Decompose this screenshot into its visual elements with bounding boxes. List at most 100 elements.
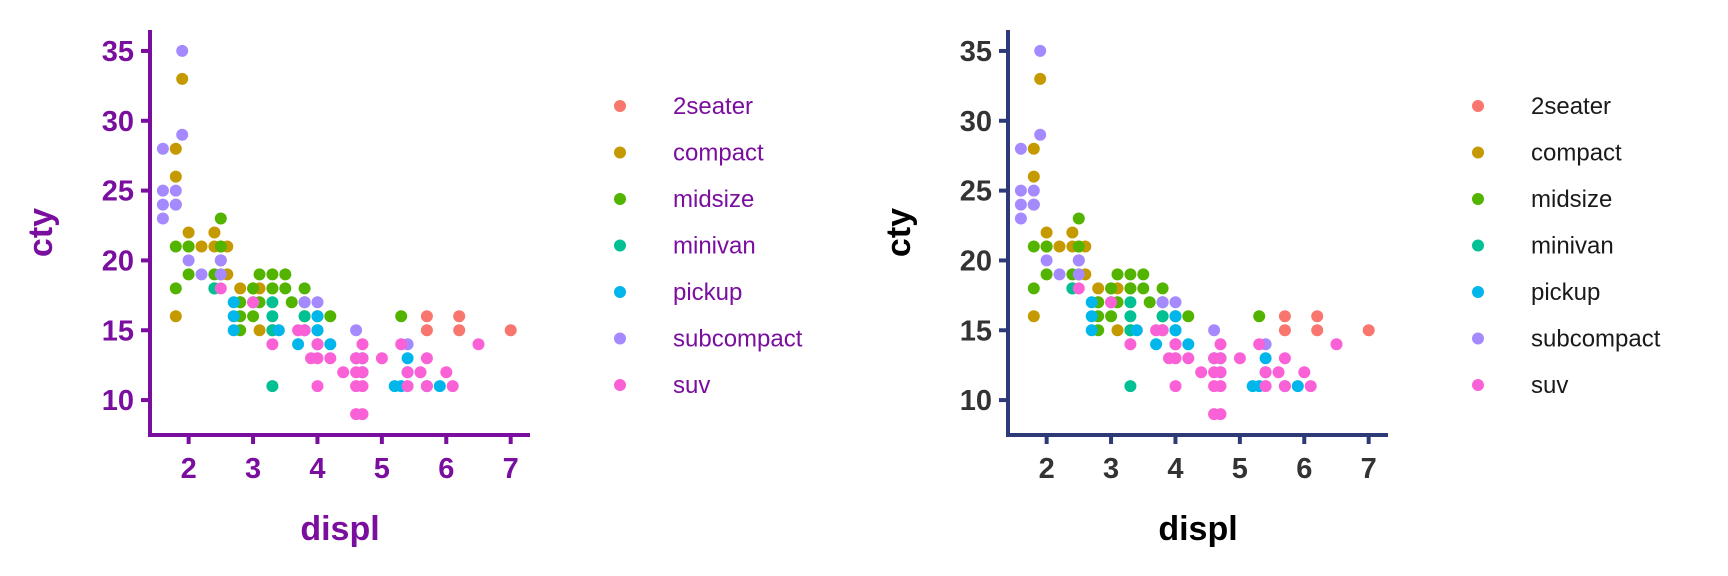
data-point-midsize (279, 268, 292, 281)
y-tick-label: 30 (102, 106, 134, 138)
legend-key-pickup (614, 286, 626, 298)
data-point-2seater (1311, 310, 1324, 323)
data-point-midsize (169, 240, 182, 253)
legend-label-minivan: minivan (1531, 233, 1614, 260)
legend-label-midsize: midsize (1531, 186, 1612, 213)
y-tick-label: 10 (102, 385, 134, 417)
data-point-suv (1272, 366, 1285, 379)
legend-key-midsize (1472, 193, 1484, 205)
x-tick-label: 7 (503, 453, 519, 485)
x-tick-label: 7 (1361, 453, 1377, 485)
data-point-midsize (1124, 282, 1137, 295)
data-point-subcompact (1014, 198, 1027, 211)
data-point-subcompact (1169, 296, 1182, 309)
data-point-subcompact (156, 184, 169, 197)
data-point-midsize (1111, 268, 1124, 281)
data-point-pickup (1085, 296, 1098, 309)
data-point-compact (182, 226, 195, 239)
data-point-pickup (227, 324, 240, 337)
data-point-suv (1182, 352, 1195, 365)
legend-key-subcompact (1472, 332, 1484, 345)
data-point-compact (208, 226, 221, 239)
data-point-compact (169, 142, 182, 155)
data-point-suv (311, 380, 324, 393)
data-point-midsize (253, 268, 266, 281)
data-point-subcompact (1072, 254, 1085, 267)
data-point-subcompact (1034, 128, 1047, 141)
data-point-subcompact (1014, 184, 1027, 197)
data-point-subcompact (176, 128, 189, 141)
data-point-pickup (292, 338, 305, 351)
data-point-pickup (1259, 352, 1272, 365)
legend-key-pickup (1472, 286, 1484, 298)
data-point-midsize (1027, 282, 1040, 295)
data-point-midsize (1040, 240, 1053, 253)
data-point-suv (375, 352, 388, 365)
y-tick-label: 10 (960, 385, 992, 417)
data-point-pickup (1169, 324, 1182, 337)
data-point-midsize (395, 310, 408, 323)
legend-key-subcompact (614, 332, 626, 345)
data-point-suv (446, 380, 459, 393)
data-point-subcompact (298, 296, 311, 309)
data-point-compact (1027, 170, 1040, 183)
data-point-midsize (1253, 310, 1266, 323)
data-point-pickup (324, 338, 337, 351)
data-point-compact (1066, 226, 1079, 239)
y-tick-label: 20 (960, 245, 992, 277)
data-point-suv (350, 408, 363, 421)
scatter-panel-right: 2 3 4 5 6 7 10 15 20 25 30 35 displ cty 2seater compact… (880, 30, 1661, 548)
data-point-midsize (1182, 310, 1195, 323)
data-point-subcompact (1027, 184, 1040, 197)
data-point-suv (1156, 324, 1169, 337)
data-point-suv (1253, 338, 1266, 351)
data-point-suv (395, 338, 408, 351)
data-point-pickup (433, 380, 446, 393)
data-point-suv (356, 352, 369, 365)
data-point-suv (1278, 380, 1291, 393)
data-point-suv (1072, 282, 1085, 295)
data-point-compact (1034, 72, 1047, 85)
data-point-suv (1330, 338, 1343, 351)
x-tick-label: 5 (374, 453, 390, 485)
data-point-suv (1163, 352, 1175, 365)
data-point-minivan (1124, 296, 1137, 309)
legend-label-subcompact: subcompact (1531, 326, 1661, 353)
data-point-suv (1214, 352, 1227, 365)
data-point-midsize (324, 310, 337, 323)
data-point-midsize (1072, 240, 1085, 253)
data-point-suv (420, 352, 433, 365)
data-point-2seater (453, 310, 466, 323)
x-tick-label: 2 (1039, 453, 1055, 485)
data-point-suv (1259, 366, 1272, 379)
data-point-subcompact (214, 254, 227, 267)
data-point-suv (305, 352, 317, 365)
data-point-pickup (311, 310, 324, 323)
data-point-suv (311, 338, 324, 351)
data-point-subcompact (169, 184, 182, 197)
data-point-suv (1195, 366, 1208, 379)
data-point-compact (1027, 310, 1040, 323)
legend-label-subcompact: subcompact (673, 326, 803, 353)
data-point-2seater (453, 324, 466, 337)
data-point-pickup (1085, 324, 1098, 337)
data-point-suv (414, 366, 427, 379)
data-point-compact (1040, 226, 1053, 239)
legend-key-minivan (1472, 239, 1484, 252)
data-point-2seater (420, 324, 433, 337)
data-point-suv (472, 338, 485, 351)
legend-label-compact: compact (673, 140, 764, 167)
data-point-suv (401, 380, 414, 393)
data-point-subcompact (156, 198, 169, 211)
data-point-pickup (1085, 310, 1098, 323)
data-point-subcompact (182, 254, 195, 267)
data-point-compact (169, 170, 182, 183)
data-point-pickup (227, 296, 240, 309)
x-tick-label: 6 (438, 453, 454, 485)
legend-label-2seater: 2seater (1531, 93, 1611, 120)
data-point-2seater (420, 310, 433, 323)
legend-label-compact: compact (1531, 140, 1622, 167)
data-point-compact (195, 240, 208, 253)
data-point-midsize (1156, 282, 1169, 295)
